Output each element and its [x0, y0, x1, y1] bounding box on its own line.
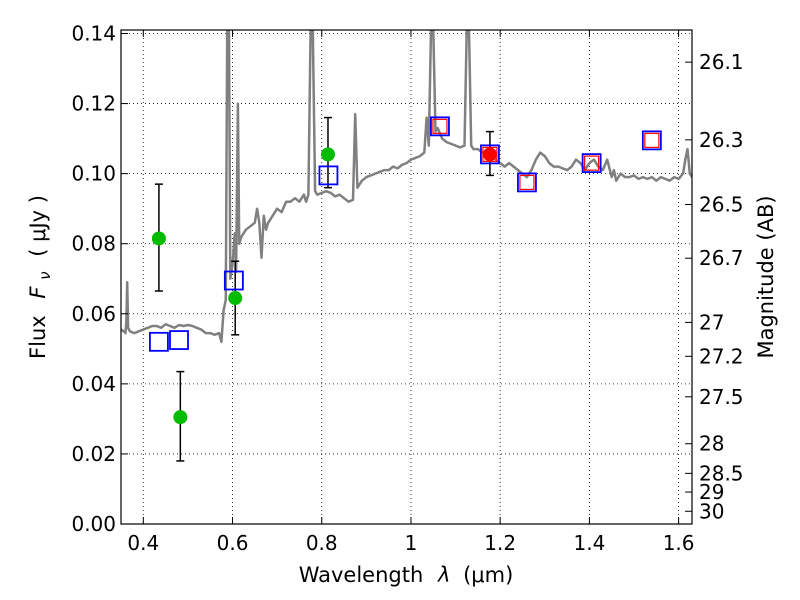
plot-frame	[120, 29, 693, 525]
x-tick-label: 0.4	[127, 531, 159, 555]
y-tick-label: 0.08	[71, 232, 116, 256]
y-tick-label: 0.06	[71, 302, 116, 326]
blue-square	[581, 153, 602, 174]
grid	[121, 30, 692, 525]
y-tick-label: 0.10	[71, 162, 116, 186]
green-point	[228, 291, 243, 306]
mag-tick-label: 27.5	[699, 385, 744, 409]
blue-square	[517, 172, 537, 193]
blue-square	[641, 130, 662, 151]
y-tick-label: 0.00	[71, 512, 116, 536]
mag-tick-label: 26.7	[699, 246, 744, 270]
x-tick-label: 1	[405, 531, 418, 555]
y-axis-label: Flux F ν ( μJy )	[26, 195, 55, 359]
mag-tick-label: 29	[699, 480, 724, 504]
mag-tick-label: 26.1	[699, 50, 744, 74]
green-point	[173, 410, 188, 425]
blue-square	[149, 331, 169, 352]
y-tick-label: 0.04	[71, 372, 116, 396]
y-tick-label: 0.14	[71, 22, 116, 46]
mag-tick-label: 30	[699, 499, 724, 523]
photometry-markers	[149, 116, 662, 462]
x-tick-label: 1.6	[663, 531, 695, 555]
mag-tick-label: 27.2	[699, 344, 744, 368]
axis-labels: Wavelength λ (μm) Flux F ν ( μJy ) Magni…	[26, 195, 778, 587]
x-tick-label: 1.2	[484, 531, 516, 555]
spectrum-line	[121, 30, 692, 344]
mag-tick-label: 28	[699, 432, 724, 456]
blue-square	[318, 165, 339, 186]
mag-tick-label: 28.5	[699, 461, 744, 485]
y-tick-label: 0.12	[71, 92, 116, 116]
blue-square	[169, 330, 189, 350]
green-point	[320, 147, 335, 162]
y2-axis-label: Magnitude (AB)	[754, 195, 778, 358]
mag-tick-label: 27	[699, 310, 724, 334]
x-tick-label: 1.4	[573, 531, 605, 555]
red-square	[519, 174, 535, 191]
red-square	[432, 118, 448, 134]
mag-tick-label: 26.5	[699, 192, 744, 216]
blue-square	[430, 116, 450, 137]
red-point	[482, 147, 497, 162]
red-square	[584, 155, 600, 171]
x-tick-label: 0.6	[217, 531, 249, 555]
x-tick-label: 0.8	[306, 531, 338, 555]
axes: 0.4 0.6 0.8 1 1.2 1.4 1.6 0.00 0.02 0.04 0.06 0.08 0…	[71, 22, 743, 555]
x-axis-label: Wavelength λ (μm)	[299, 563, 514, 587]
red-square	[644, 132, 660, 148]
blue-square	[480, 144, 500, 165]
red-square	[482, 146, 498, 162]
y-tick-label: 0.02	[71, 442, 116, 466]
green-point	[151, 231, 166, 246]
mag-tick-label: 26.3	[699, 128, 744, 152]
blue-square	[223, 270, 244, 291]
spectrum-series	[121, 30, 692, 344]
